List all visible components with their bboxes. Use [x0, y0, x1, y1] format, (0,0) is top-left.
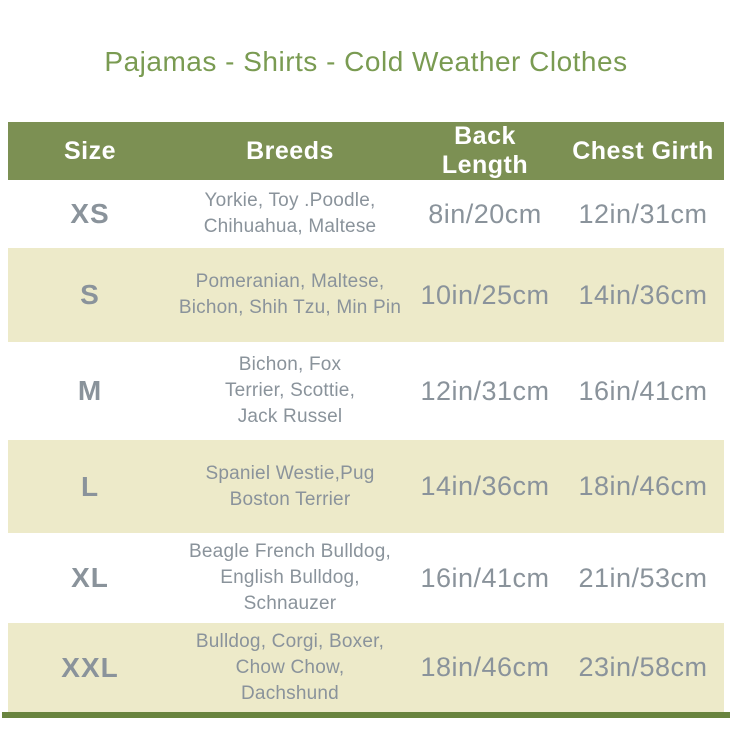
back-length-cell: 18in/46cm	[420, 652, 550, 682]
back-length-cell: 16in/41cm	[420, 562, 550, 593]
size-cell: XS	[70, 198, 110, 229]
header-cell-back-length: Back Length	[441, 122, 531, 179]
table-row-l: L Spaniel Westie,Pug Boston Terrier 14in…	[8, 440, 724, 533]
breeds-cell: Yorkie, Toy .Poodle, Chihuahua, Maltese	[203, 190, 377, 237]
chest-girth-cell: 12in/31cm	[578, 198, 708, 229]
table-row-xs: XS Yorkie, Toy .Poodle, Chihuahua, Malte…	[8, 180, 724, 248]
header-cell-chest-girth: Chest Girth	[572, 136, 714, 165]
size-cell: L	[80, 470, 100, 502]
chest-girth-cell: 23in/58cm	[578, 652, 708, 682]
table-row-s: S Pomeranian, Maltese, Bichon, Shih Tzu,…	[8, 248, 724, 342]
table-row-xxl: XXL Bulldog, Corgi, Boxer, Chow Chow, Da…	[8, 623, 724, 712]
header-cell-size: Size	[63, 136, 117, 165]
breeds-cell: Bichon, Fox Terrier, Scottie, Jack Russe…	[224, 354, 356, 427]
chest-girth-cell: 16in/41cm	[578, 375, 708, 406]
table-row-xl: XL Beagle French Bulldog, English Bulldo…	[8, 533, 724, 623]
size-cell: S	[80, 279, 100, 310]
size-chart-page: Pajamas - Shirts - Cold Weather Clothes …	[0, 45, 732, 718]
bottom-divider-line	[2, 712, 730, 718]
breeds-cell: Pomeranian, Maltese, Bichon, Shih Tzu, M…	[178, 271, 402, 318]
back-length-cell: 14in/36cm	[420, 471, 550, 501]
breeds-cell: Beagle French Bulldog, English Bulldog, …	[189, 541, 391, 614]
table-row-m: M Bichon, Fox Terrier, Scottie, Jack Rus…	[8, 342, 724, 440]
chest-girth-cell: 18in/46cm	[578, 471, 708, 501]
page-title: Pajamas - Shirts - Cold Weather Clothes	[104, 46, 628, 77]
breeds-cell: Spaniel Westie,Pug Boston Terrier	[205, 462, 375, 510]
back-length-cell: 8in/20cm	[428, 198, 542, 229]
header-cell-breeds: Breeds	[246, 136, 334, 165]
size-cell: XL	[71, 562, 109, 593]
size-table: Size Breeds Back Length Chest Girth XS Y…	[8, 122, 724, 712]
back-length-cell: 12in/31cm	[420, 375, 550, 406]
breeds-cell: Bulldog, Corgi, Boxer, Chow Chow, Dachsh…	[195, 630, 385, 704]
size-cell: XXL	[61, 651, 119, 683]
chest-girth-cell: 21in/53cm	[578, 562, 708, 593]
table-header-row: Size Breeds Back Length Chest Girth	[8, 122, 724, 180]
back-length-cell: 10in/25cm	[420, 279, 550, 310]
size-cell: M	[77, 375, 103, 406]
chest-girth-cell: 14in/36cm	[578, 279, 708, 310]
